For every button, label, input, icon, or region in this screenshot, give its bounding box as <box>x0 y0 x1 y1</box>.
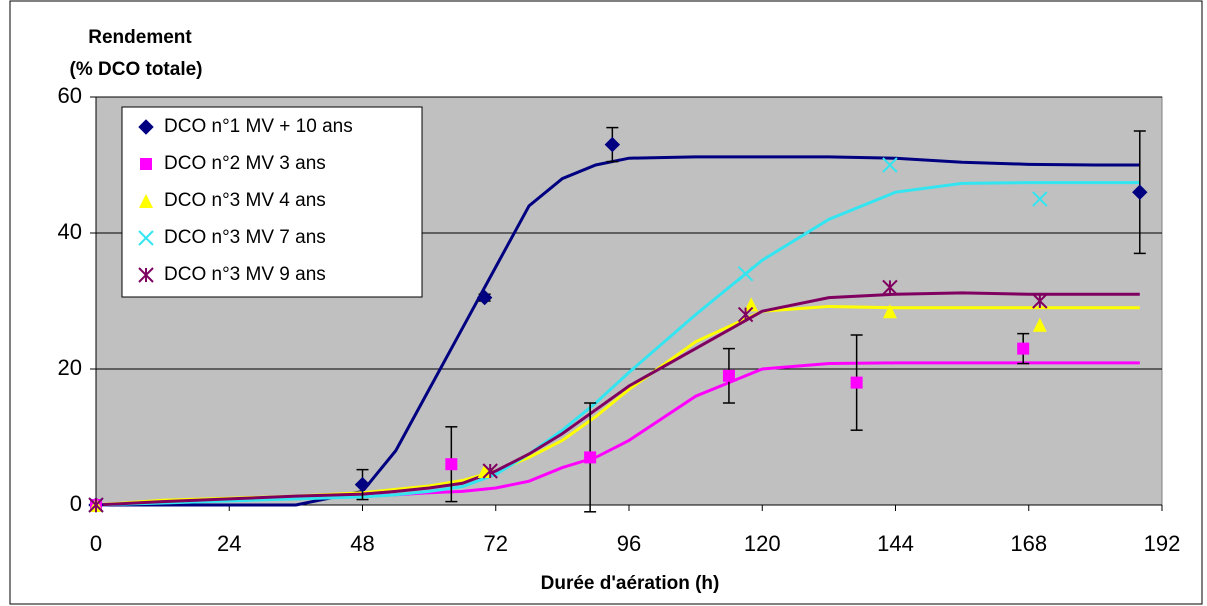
x-tick-label: 168 <box>1010 531 1047 556</box>
marker <box>882 279 898 296</box>
legend-label: DCO n°3 MV 4 ans <box>164 190 326 211</box>
legend-label: DCO n°3 MV 7 ans <box>164 227 326 248</box>
marker <box>1032 191 1048 207</box>
x-tick-label: 24 <box>217 531 241 556</box>
x-tick-label: 0 <box>90 531 102 556</box>
y-axis-title: Rendement <box>88 27 192 48</box>
y-tick-label: 60 <box>58 83 82 108</box>
fit-curve <box>96 155 1140 507</box>
marker <box>1032 317 1047 332</box>
marker <box>722 369 735 382</box>
marker <box>139 194 153 208</box>
legend-label: DCO n°1 MV + 10 ans <box>164 116 353 137</box>
x-tick-label: 144 <box>877 531 914 556</box>
x-tick-label: 96 <box>617 531 641 556</box>
legend-label: DCO n°3 MV 9 ans <box>164 264 326 285</box>
marker <box>1132 184 1148 200</box>
y-axis-title: (% DCO totale) <box>70 59 203 80</box>
y-tick-label: 40 <box>58 219 82 244</box>
y-tick-label: 20 <box>58 355 82 380</box>
marker <box>477 464 492 478</box>
marker <box>138 119 154 135</box>
marker <box>138 230 154 246</box>
marker <box>1017 342 1030 355</box>
legend <box>121 106 423 298</box>
marker <box>476 289 493 306</box>
x-tick-label: 120 <box>744 531 781 556</box>
x-axis-title: Durée d'aération (h) <box>541 573 720 594</box>
legend-label: DCO n°2 MV 3 ans <box>164 153 326 174</box>
y-tick-label: 0 <box>70 491 82 516</box>
marker <box>354 476 371 493</box>
marker <box>850 376 863 389</box>
marker <box>882 304 897 319</box>
marker <box>140 158 152 170</box>
marker <box>584 451 597 464</box>
x-tick-label: 48 <box>350 531 374 556</box>
marker <box>138 267 154 283</box>
fit-curve <box>95 181 1140 507</box>
fit-curve <box>95 291 1140 507</box>
marker <box>882 157 898 173</box>
marker <box>1032 293 1048 309</box>
marker <box>88 497 104 513</box>
marker <box>482 463 498 479</box>
marker <box>744 297 759 312</box>
marker <box>445 458 458 471</box>
x-tick-label: 72 <box>484 531 508 556</box>
marker <box>604 136 621 153</box>
x-tick-label: 192 <box>1144 531 1181 556</box>
marker <box>737 266 754 282</box>
marker <box>737 306 754 323</box>
